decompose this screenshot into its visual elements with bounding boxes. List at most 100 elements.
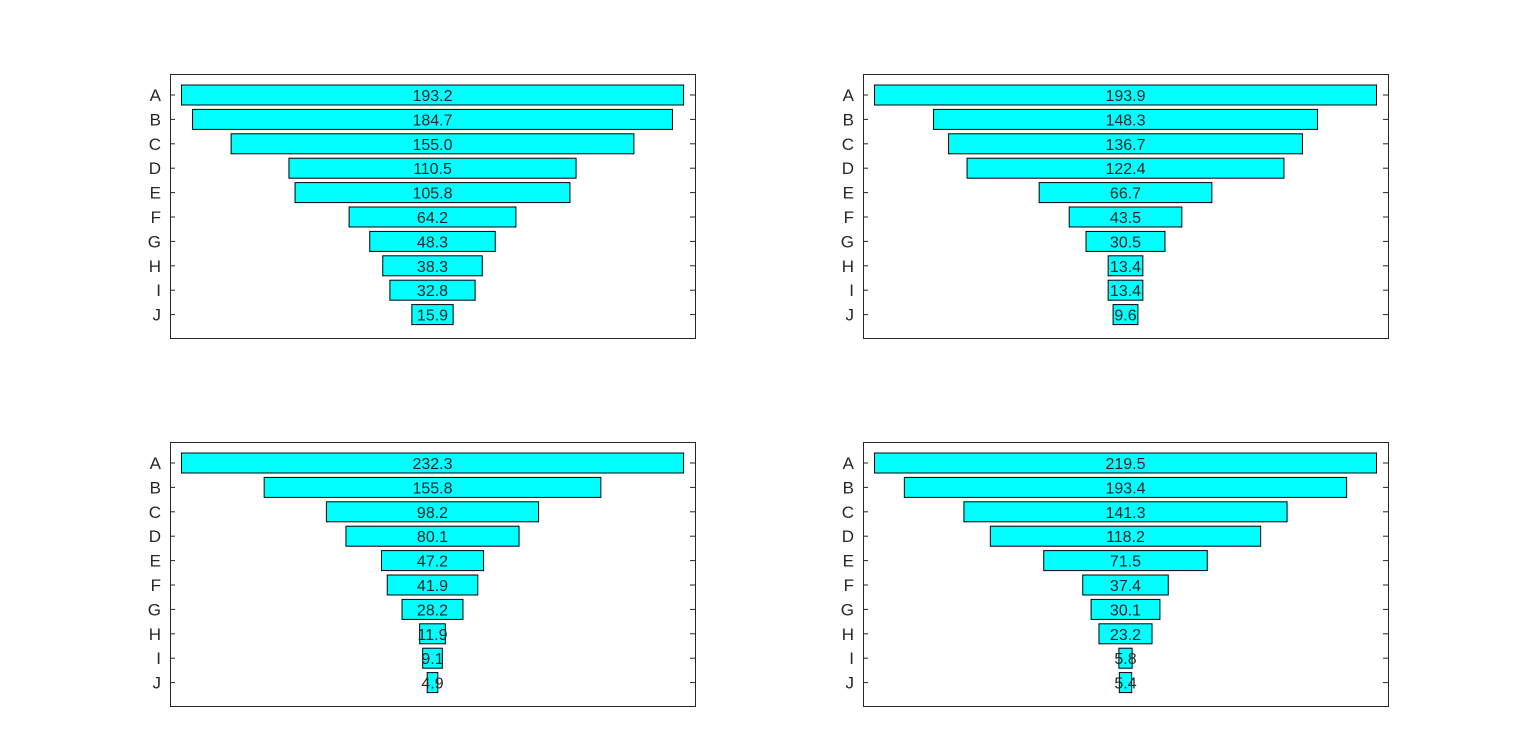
bar-I bbox=[1118, 647, 1133, 669]
bar-D bbox=[288, 157, 577, 179]
bar-E bbox=[381, 550, 484, 572]
data-label-I: 9.1 bbox=[421, 651, 443, 668]
bar-G bbox=[1085, 230, 1166, 252]
tick-label-B: B bbox=[843, 110, 854, 129]
bar-F bbox=[386, 574, 479, 596]
data-label-C: 141.3 bbox=[1105, 505, 1145, 522]
bar-I bbox=[389, 279, 476, 301]
tick-label-D: D bbox=[842, 527, 854, 546]
bar-I bbox=[1107, 279, 1144, 301]
bar-J bbox=[1118, 672, 1133, 694]
tick-label-H: H bbox=[149, 257, 161, 276]
data-label-D: 118.2 bbox=[1106, 529, 1145, 546]
tick-label-A: A bbox=[150, 86, 162, 105]
bar-C bbox=[948, 133, 1303, 155]
tick-label-F: F bbox=[844, 576, 854, 595]
data-label-I: 32.8 bbox=[417, 283, 448, 300]
bar-D bbox=[989, 525, 1262, 547]
bar-G bbox=[369, 230, 496, 252]
axes-box bbox=[863, 442, 1389, 707]
bar-A bbox=[874, 84, 1377, 106]
tick-label-H: H bbox=[842, 257, 854, 276]
bar-J bbox=[426, 672, 439, 694]
tick-label-F: F bbox=[844, 208, 854, 227]
funnel-chart-1: 193.2 A 184.7 B 155.0 C 110.5 D 105.8 E 64.2 F 48.3 G… bbox=[148, 74, 696, 339]
tick-label-G: G bbox=[841, 232, 854, 251]
data-label-I: 5.8 bbox=[1114, 651, 1136, 668]
bar-B bbox=[263, 476, 602, 498]
tick-label-C: C bbox=[842, 135, 854, 154]
tick-label-D: D bbox=[149, 159, 161, 178]
data-label-I: 13.4 bbox=[1110, 283, 1141, 300]
data-label-G: 30.1 bbox=[1110, 602, 1141, 619]
bar-C bbox=[325, 501, 540, 523]
bar-E bbox=[1038, 182, 1213, 204]
tick-label-E: E bbox=[150, 184, 161, 203]
data-label-F: 64.2 bbox=[417, 210, 448, 227]
bar-H bbox=[382, 255, 483, 277]
tick-label-A: A bbox=[843, 454, 855, 473]
data-label-J: 15.9 bbox=[417, 308, 448, 325]
bar-D bbox=[966, 157, 1285, 179]
bar-B bbox=[903, 476, 1348, 498]
bar-A bbox=[874, 452, 1377, 474]
bar-H bbox=[419, 623, 446, 645]
tick-label-J: J bbox=[846, 674, 855, 693]
data-label-H: 23.2 bbox=[1110, 627, 1141, 644]
tick-label-J: J bbox=[846, 306, 855, 325]
funnel-chart-2: 193.9 A 148.3 B 136.7 C 122.4 D 66.7 E 43.5 F 30.5 G 1… bbox=[841, 74, 1389, 339]
data-label-D: 110.5 bbox=[413, 161, 452, 178]
bar-G bbox=[401, 598, 464, 620]
bar-D bbox=[345, 525, 520, 547]
data-label-F: 43.5 bbox=[1110, 210, 1141, 227]
tick-label-A: A bbox=[150, 454, 162, 473]
tick-label-D: D bbox=[842, 159, 854, 178]
tick-label-I: I bbox=[156, 281, 161, 300]
bar-A bbox=[181, 84, 684, 106]
bar-C bbox=[230, 133, 635, 155]
bar-G bbox=[1090, 598, 1161, 620]
tick-label-G: G bbox=[841, 600, 854, 619]
data-label-C: 98.2 bbox=[417, 505, 448, 522]
data-label-C: 155.0 bbox=[412, 137, 452, 154]
bar-B bbox=[192, 108, 673, 130]
tick-label-G: G bbox=[148, 232, 161, 251]
tick-label-A: A bbox=[843, 86, 855, 105]
data-label-E: 105.8 bbox=[412, 186, 452, 203]
tick-label-E: E bbox=[150, 552, 161, 571]
data-label-F: 37.4 bbox=[1110, 578, 1141, 595]
bar-F bbox=[1082, 574, 1169, 596]
tick-label-H: H bbox=[149, 625, 161, 644]
data-label-H: 38.3 bbox=[417, 259, 448, 276]
data-label-G: 28.2 bbox=[417, 602, 448, 619]
tick-label-B: B bbox=[843, 478, 854, 497]
tick-label-C: C bbox=[149, 135, 161, 154]
data-label-J: 4.9 bbox=[421, 676, 443, 693]
data-label-B: 184.7 bbox=[412, 112, 452, 129]
tick-label-D: D bbox=[149, 527, 161, 546]
data-label-E: 47.2 bbox=[417, 554, 448, 571]
tick-label-B: B bbox=[150, 478, 161, 497]
tick-label-E: E bbox=[843, 184, 854, 203]
bar-A bbox=[181, 452, 684, 474]
data-label-B: 193.4 bbox=[1105, 480, 1145, 497]
funnel-chart-3: 232.3 A 155.8 B 98.2 C 80.1 D 47.2 E 41.9 F 28.2 G 11.… bbox=[148, 442, 696, 707]
tick-label-C: C bbox=[842, 503, 854, 522]
axes-box bbox=[863, 74, 1389, 339]
bar-I bbox=[422, 647, 443, 669]
data-label-E: 66.7 bbox=[1110, 186, 1141, 203]
bar-J bbox=[411, 304, 454, 326]
bar-E bbox=[294, 182, 571, 204]
axes-box bbox=[170, 442, 696, 707]
bar-H bbox=[1098, 623, 1153, 645]
data-label-A: 193.2 bbox=[412, 88, 452, 105]
data-label-J: 5.4 bbox=[1114, 676, 1136, 693]
tick-label-J: J bbox=[153, 674, 162, 693]
tick-label-I: I bbox=[156, 649, 161, 668]
bar-B bbox=[933, 108, 1318, 130]
tick-label-I: I bbox=[849, 649, 854, 668]
tick-label-F: F bbox=[151, 576, 161, 595]
bar-J bbox=[1112, 304, 1139, 326]
data-label-D: 80.1 bbox=[417, 529, 448, 546]
